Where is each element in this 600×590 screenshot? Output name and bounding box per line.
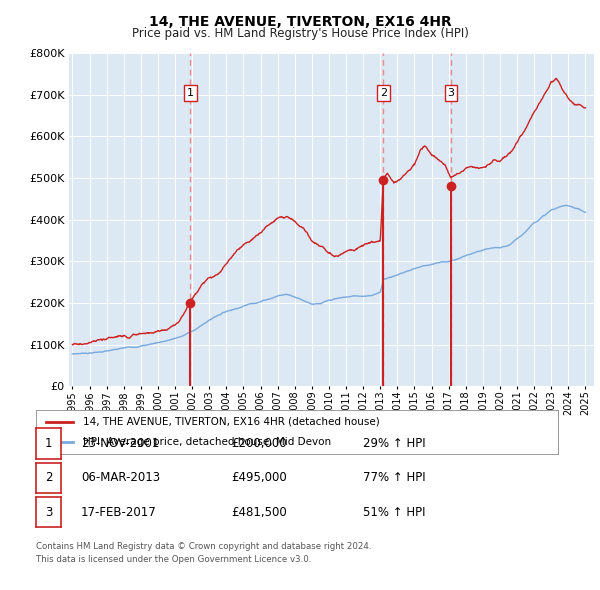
- Text: 3: 3: [45, 506, 52, 519]
- Text: HPI: Average price, detached house, Mid Devon: HPI: Average price, detached house, Mid …: [83, 437, 331, 447]
- Text: Contains HM Land Registry data © Crown copyright and database right 2024.: Contains HM Land Registry data © Crown c…: [36, 542, 371, 551]
- Text: 3: 3: [448, 88, 454, 98]
- Text: 23-NOV-2001: 23-NOV-2001: [81, 437, 160, 450]
- Text: 77% ↑ HPI: 77% ↑ HPI: [363, 471, 425, 484]
- Text: 14, THE AVENUE, TIVERTON, EX16 4HR: 14, THE AVENUE, TIVERTON, EX16 4HR: [149, 15, 451, 29]
- Text: Price paid vs. HM Land Registry's House Price Index (HPI): Price paid vs. HM Land Registry's House …: [131, 27, 469, 40]
- Text: This data is licensed under the Open Government Licence v3.0.: This data is licensed under the Open Gov…: [36, 555, 311, 564]
- Text: 29% ↑ HPI: 29% ↑ HPI: [363, 437, 425, 450]
- Text: £481,500: £481,500: [231, 506, 287, 519]
- Text: £200,000: £200,000: [231, 437, 287, 450]
- Text: 2: 2: [380, 88, 387, 98]
- Text: 1: 1: [45, 437, 52, 450]
- Text: 17-FEB-2017: 17-FEB-2017: [81, 506, 157, 519]
- Text: 51% ↑ HPI: 51% ↑ HPI: [363, 506, 425, 519]
- Text: 14, THE AVENUE, TIVERTON, EX16 4HR (detached house): 14, THE AVENUE, TIVERTON, EX16 4HR (deta…: [83, 417, 380, 427]
- Text: 1: 1: [187, 88, 194, 98]
- Text: £495,000: £495,000: [231, 471, 287, 484]
- Text: 06-MAR-2013: 06-MAR-2013: [81, 471, 160, 484]
- Text: 2: 2: [45, 471, 52, 484]
